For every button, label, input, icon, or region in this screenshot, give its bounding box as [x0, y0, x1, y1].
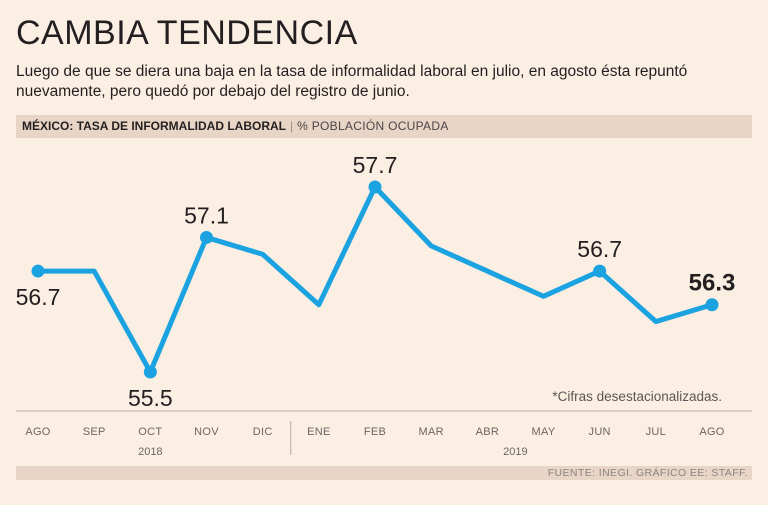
x-tick-label-may-9: MAY — [532, 426, 556, 438]
x-tick-label-feb-6: FEB — [364, 426, 386, 438]
x-tick-label-dic-4: DIC — [253, 426, 273, 438]
series-title: MÉXICO: TASA DE INFORMALIDAD LABORAL — [22, 119, 286, 133]
x-tick-label-abr-8: ABR — [476, 426, 500, 438]
data-label-feb-6: 57.7 — [353, 152, 398, 178]
series-header-band: MÉXICO: TASA DE INFORMALIDAD LABORAL |% P… — [16, 115, 752, 138]
x-tick-label-mar-7: MAR — [418, 426, 443, 438]
x-tick-label-ene-5: ENE — [307, 426, 331, 438]
year-label-2018: 2018 — [138, 446, 162, 458]
series-line — [35, 184, 715, 375]
data-label-ago-12: 56.3 — [689, 270, 736, 297]
data-label-nov-3: 57.1 — [184, 202, 229, 228]
chart-title: CAMBIA TENDENCIA — [16, 14, 358, 52]
x-tick-label-ago-0: AGO — [25, 426, 50, 438]
series-unit: % POBLACIÓN OCUPADA — [297, 119, 449, 133]
year-label-2019: 2019 — [503, 446, 527, 458]
data-point-jun-10 — [593, 264, 607, 278]
x-tick-label-jun-10: JUN — [589, 426, 611, 438]
data-label-jun-10: 56.7 — [577, 236, 622, 262]
data-point-ago-0 — [31, 264, 45, 278]
source-credit: FUENTE: INEGI. GRÁFICO EE: STAFF. — [547, 467, 748, 479]
data-point-ago-12 — [705, 298, 719, 312]
data-label-ago-0: 56.7 — [16, 284, 61, 310]
data-point-feb-6 — [368, 180, 382, 194]
x-tick-label-jul-11: JUL — [646, 426, 666, 438]
data-point-oct-2 — [143, 365, 157, 379]
band-separator: | — [289, 119, 294, 133]
x-tick-label-nov-3: NOV — [194, 426, 219, 438]
footer-band — [16, 466, 752, 480]
data-point-nov-3 — [200, 230, 213, 244]
x-tick-label-oct-2: OCT — [138, 426, 162, 438]
footnote: *Cifras desestacionalizadas. — [552, 389, 722, 404]
chart-subtitle: Luego de que se diera una baja en la tas… — [16, 63, 688, 100]
x-tick-label-sep-1: SEP — [83, 426, 106, 438]
x-tick-label-ago-12: AGO — [699, 426, 724, 438]
data-label-oct-2: 55.5 — [128, 385, 173, 411]
